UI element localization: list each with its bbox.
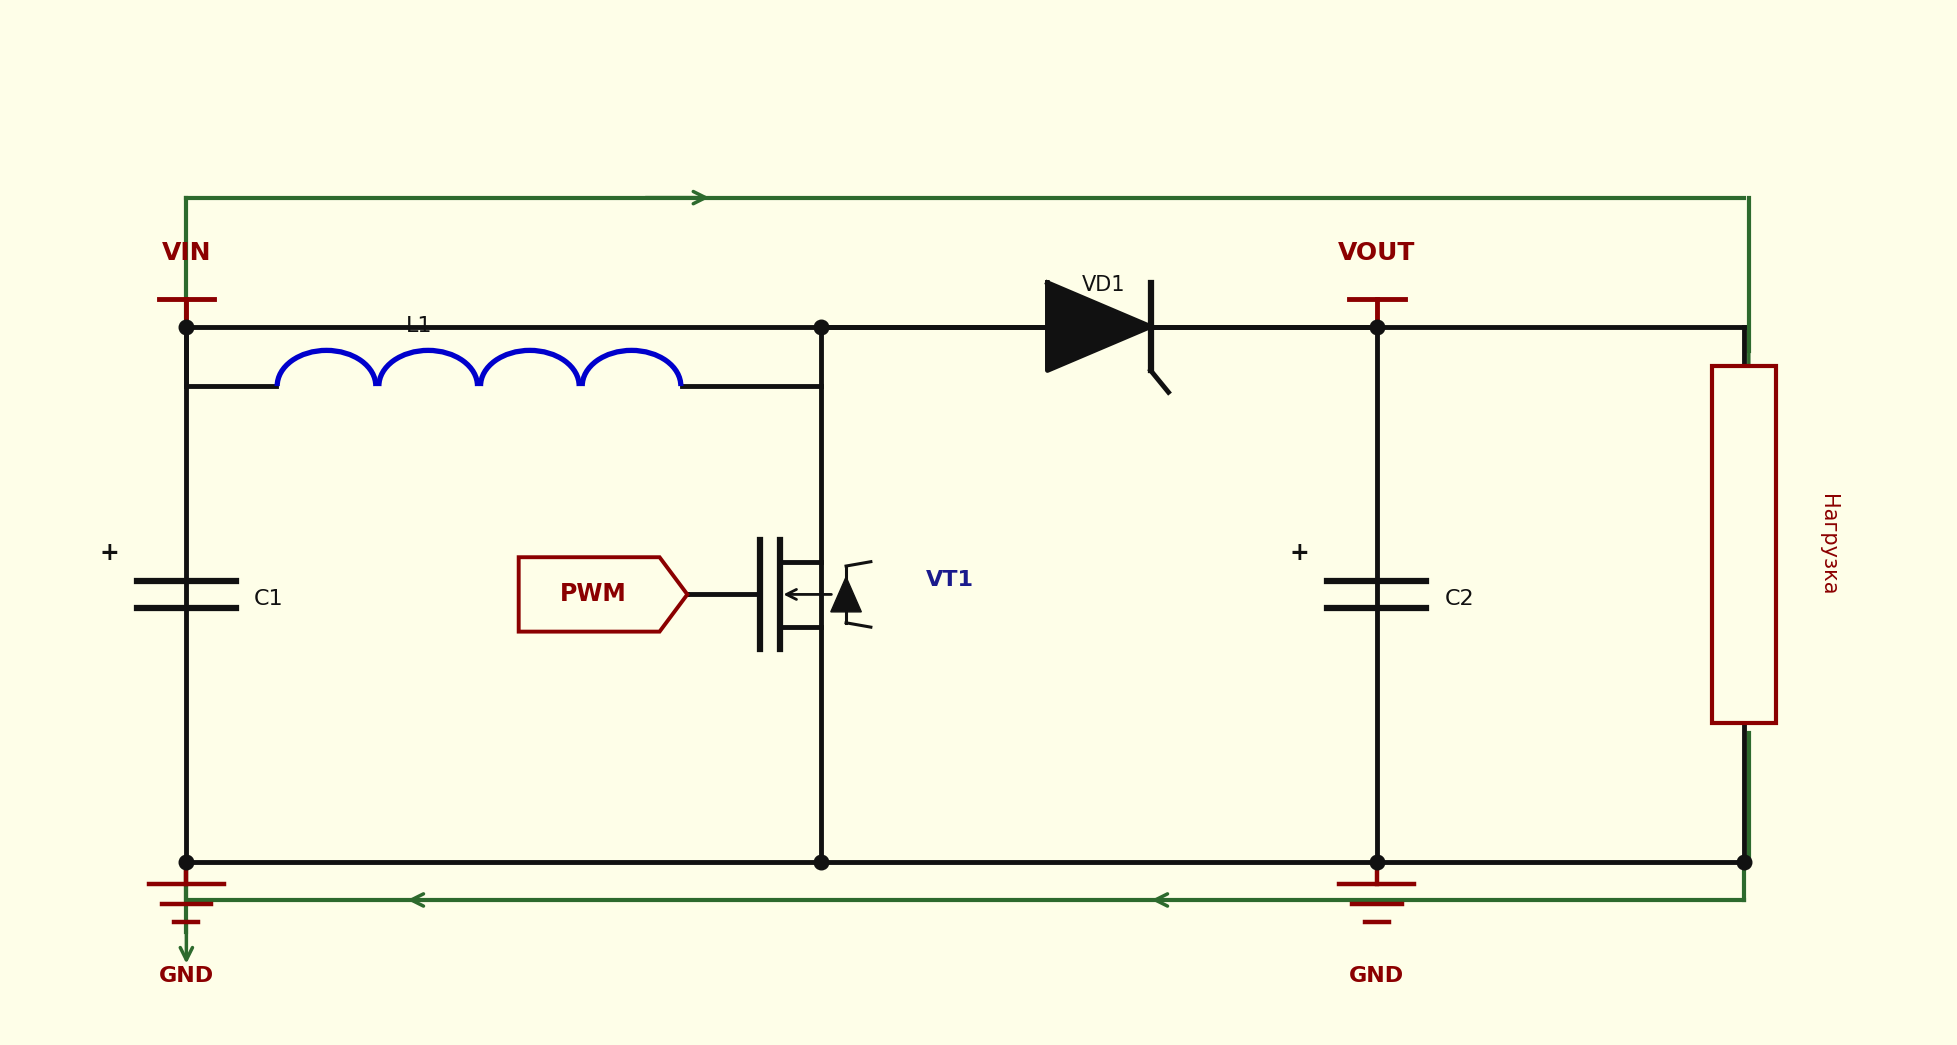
Polygon shape (832, 577, 861, 612)
Point (170, 319, 202, 335)
Text: L1: L1 (407, 317, 432, 336)
Text: PWM: PWM (560, 582, 626, 606)
Text: GND: GND (159, 967, 213, 986)
Point (170, 854, 202, 870)
Text: VIN: VIN (162, 241, 211, 265)
Text: VD1: VD1 (1082, 275, 1125, 295)
Bar (1712, 366, 1777, 723)
Text: Нагрузка: Нагрузка (1818, 494, 1838, 596)
Point (806, 854, 838, 870)
Text: +: + (100, 540, 119, 564)
Polygon shape (519, 557, 687, 631)
Text: GND: GND (1348, 967, 1405, 986)
Text: +: + (1290, 540, 1309, 564)
Point (1362, 319, 1393, 335)
Polygon shape (1047, 283, 1151, 370)
Text: C2: C2 (1444, 589, 1474, 609)
Text: VT1: VT1 (926, 570, 973, 589)
Point (1362, 854, 1393, 870)
Text: C1: C1 (254, 589, 284, 609)
Point (1728, 854, 1759, 870)
Point (806, 319, 838, 335)
Text: VOUT: VOUT (1339, 241, 1415, 265)
